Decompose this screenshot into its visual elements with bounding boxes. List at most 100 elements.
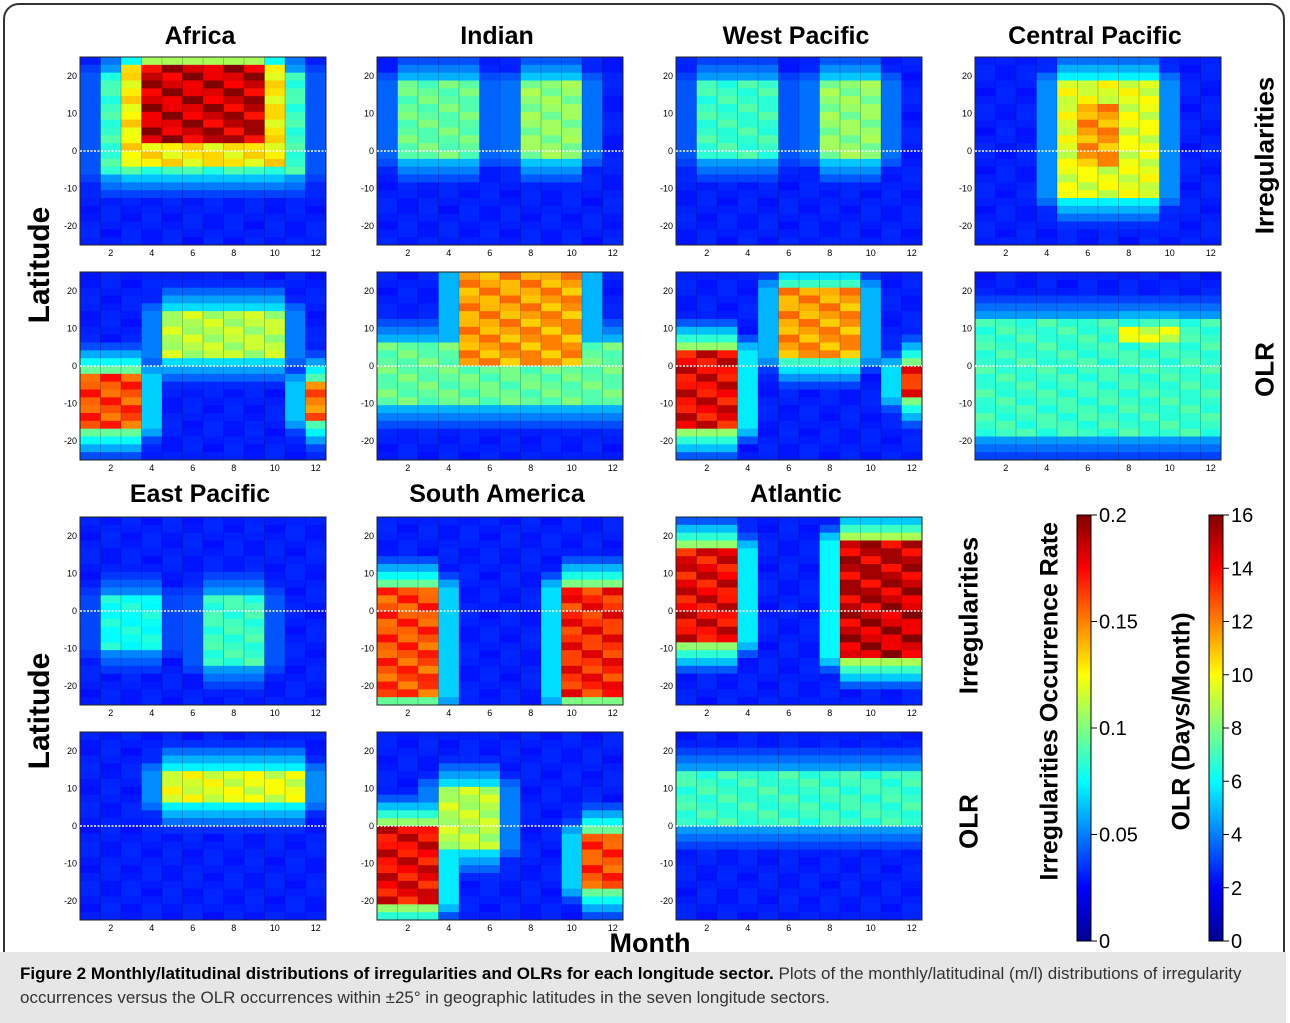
heatmap-cell [121,841,142,850]
heatmap-cell [1139,205,1160,215]
heatmap-cell [676,272,697,281]
heatmap-cell [737,350,759,359]
heatmap-cell [438,174,460,183]
heatmap-cell [182,358,204,367]
heatmap-cell [264,857,286,866]
heatmap-cell [840,151,861,160]
heatmap-cell [541,88,562,97]
heatmap-cell [1180,72,1201,81]
heatmap-cell [418,802,439,811]
heatmap-cell [561,358,583,367]
heatmap-cell [1077,198,1099,207]
heatmap-cell [860,221,882,230]
heatmap-cell [479,802,501,811]
heatmap-cell [438,779,460,788]
heatmap-cell [717,72,738,81]
heatmap-cell [162,358,183,367]
heatmap-cell [479,794,501,803]
heatmap-cell [696,72,718,81]
heatmap-cell [397,205,419,215]
heatmap-cell [223,221,245,230]
heatmap-cell [500,626,521,635]
heatmap-cell [100,626,122,635]
heatmap-cell [1200,135,1222,144]
heatmap-cell [676,135,697,144]
heatmap-cell [203,452,224,461]
heatmap-cell [758,436,779,445]
heatmap-cell [541,166,562,175]
heatmap-cell [1077,213,1099,222]
heatmap-cell [901,912,923,921]
heatmap-cell [881,205,902,215]
heatmap-cell [305,826,327,835]
heatmap-cell [995,72,1017,81]
heatmap-cell [100,904,122,913]
heatmap-cell [541,732,562,741]
heatmap-cell [1057,205,1078,215]
heatmap-cell [305,287,327,296]
heatmap-cell [778,319,800,328]
heatmap-cell [479,229,501,238]
heatmap-cell [799,763,820,772]
heatmap-cell [418,564,439,573]
heatmap-cell [438,373,460,383]
heatmap-cell [881,127,902,136]
heatmap-cell [182,119,204,128]
heatmap-cell [244,444,265,453]
heatmap-cell [80,119,101,128]
heatmap-cell [479,517,501,526]
heatmap-cell [285,303,306,312]
heatmap-cell [819,642,841,651]
heatmap-cell [162,658,183,667]
heatmap-cell [717,763,738,772]
heatmap-cell [305,810,327,819]
heatmap-cell [80,64,101,74]
heatmap-cell [285,873,306,882]
heatmap-cell [100,517,122,526]
heatmap-cell [377,786,398,796]
x-tick-label: 8 [231,248,236,258]
heatmap-cell [1036,319,1058,328]
heatmap-cell [500,634,521,643]
heatmap-cell [901,642,923,651]
heatmap-cell [500,595,521,604]
heatmap-cell [737,763,759,772]
heatmap-cell [100,397,122,406]
heatmap-cell [285,689,306,698]
heatmap-cell [121,413,142,422]
heatmap-cell [141,658,163,667]
heatmap-cell [881,618,902,628]
heatmap-cell [182,595,204,604]
heatmap-cell [305,665,327,675]
heatmap-cell [582,771,603,780]
heatmap-cell [860,342,882,351]
heatmap-cell [285,373,306,383]
heatmap-cell [602,579,624,588]
heatmap-cell [1180,88,1201,97]
heatmap-cell [799,174,820,183]
heatmap-cell [479,373,501,383]
heatmap-cell [459,873,480,882]
heatmap-cell [758,174,779,183]
heatmap-cell [1159,405,1181,414]
heatmap-cell [121,634,142,643]
heatmap-cell [582,64,603,74]
colorbar-tick-label: 6 [1231,771,1242,793]
heatmap-cell [182,135,204,144]
heatmap-cell [758,221,779,230]
heatmap-cell [758,205,779,215]
heatmap-cell [121,57,142,66]
heatmap-cell [141,64,163,74]
heatmap-cell [881,158,902,168]
heatmap-cell [778,747,800,756]
heatmap-cell [438,810,460,819]
heatmap-cell [717,373,738,383]
heatmap-cell [717,452,738,461]
heatmap-cell [459,739,480,749]
heatmap-cell [840,571,861,581]
heatmap-cell [582,626,603,635]
heatmap-cell [541,287,562,296]
heatmap-cell [244,755,265,764]
